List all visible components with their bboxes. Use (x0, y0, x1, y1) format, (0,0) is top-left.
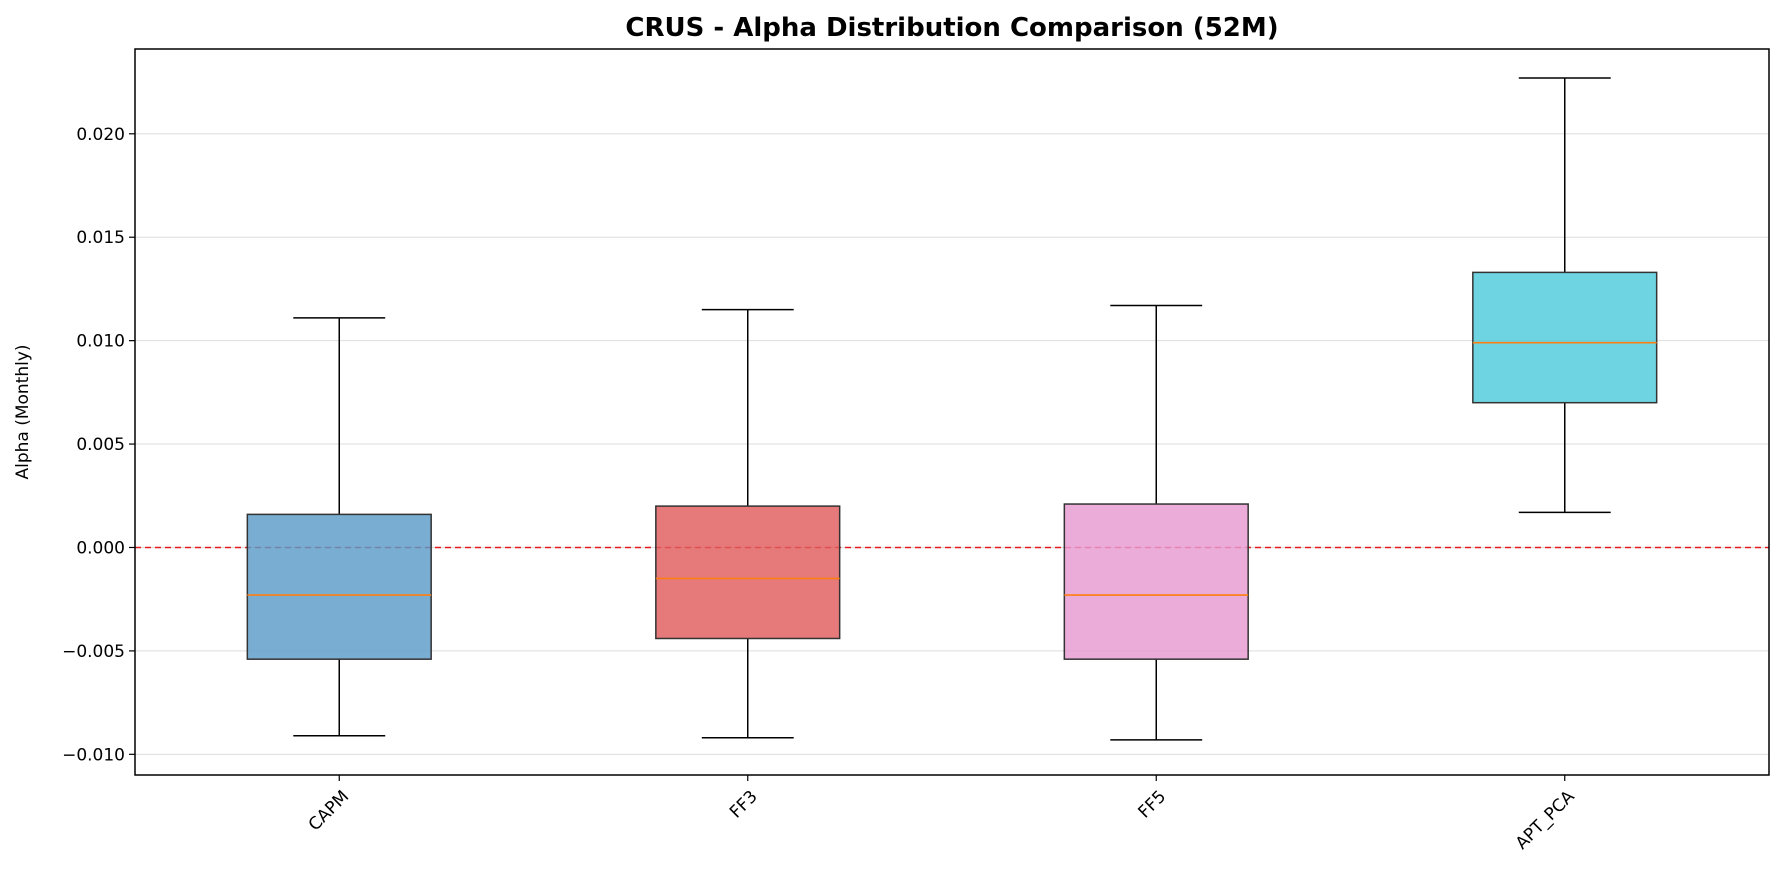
y-axis-label: Alpha (Monthly) (13, 344, 33, 479)
y-axis-ticks: −0.010 −0.005 0.000 0.005 0.010 0.015 0.020 (62, 125, 135, 765)
x-tick-label: APT_PCA (1512, 787, 1579, 854)
boxes (246, 77, 1658, 741)
box-ff3 (655, 308, 841, 739)
gridlines (135, 133, 1769, 755)
y-tick-label: 0.005 (76, 435, 125, 455)
y-tick-label: 0.020 (76, 125, 125, 145)
iqr-box (655, 505, 841, 640)
iqr-box (1063, 503, 1249, 660)
box-ff5 (1063, 304, 1249, 741)
iqr-box (246, 513, 432, 660)
x-axis-ticks: CAPM FF3 FF5 APT_PCA (305, 775, 1579, 854)
y-tick-label: −0.005 (62, 642, 125, 662)
chart-title: CRUS - Alpha Distribution Comparison (52… (625, 13, 1278, 43)
x-tick-label: FF3 (726, 787, 762, 823)
x-tick-label: FF5 (1135, 787, 1171, 823)
box-capm (246, 317, 432, 737)
plot-frame (134, 48, 1770, 776)
x-tick-label: CAPM (305, 787, 353, 835)
iqr-box (1472, 271, 1658, 404)
y-tick-label: 0.015 (76, 228, 125, 248)
y-tick-label: 0.000 (76, 538, 125, 558)
box-apt-pca (1472, 77, 1658, 514)
y-tick-label: 0.010 (76, 332, 125, 352)
y-tick-label: −0.010 (62, 745, 125, 765)
